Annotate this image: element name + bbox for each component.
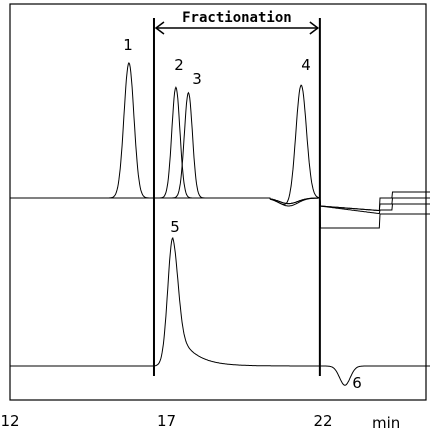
x-tick-label: 22 xyxy=(313,412,332,430)
peak-label-3: 3 xyxy=(192,70,202,88)
lower-traces xyxy=(10,236,430,386)
x-tick-label: 17 xyxy=(157,412,176,430)
upper-traces xyxy=(10,62,430,229)
upper-trace-peak-3 xyxy=(10,91,430,212)
plot-frame xyxy=(9,3,427,401)
fractionation-arrow-right-head xyxy=(309,21,320,35)
peak-label-6: 6 xyxy=(352,374,362,392)
fractionation-label: Fractionation xyxy=(182,10,292,26)
peak-label-1: 1 xyxy=(123,36,133,54)
lower-trace xyxy=(10,236,430,386)
peak-label-5: 5 xyxy=(170,218,180,236)
upper-trace-peak-4 xyxy=(10,84,430,229)
x-unit-label: min xyxy=(372,414,400,432)
fractionation-arrow-left-head xyxy=(154,21,165,35)
upper-trace-peak-1 xyxy=(10,62,430,215)
x-tick-labels: 12 17 22 xyxy=(0,412,332,430)
peak-label-4: 4 xyxy=(301,56,311,74)
x-tick-label: 12 xyxy=(0,412,19,430)
peak-label-2: 2 xyxy=(174,56,184,74)
upper-trace-peak-2 xyxy=(10,86,430,212)
fractionation-label-background xyxy=(178,9,295,25)
